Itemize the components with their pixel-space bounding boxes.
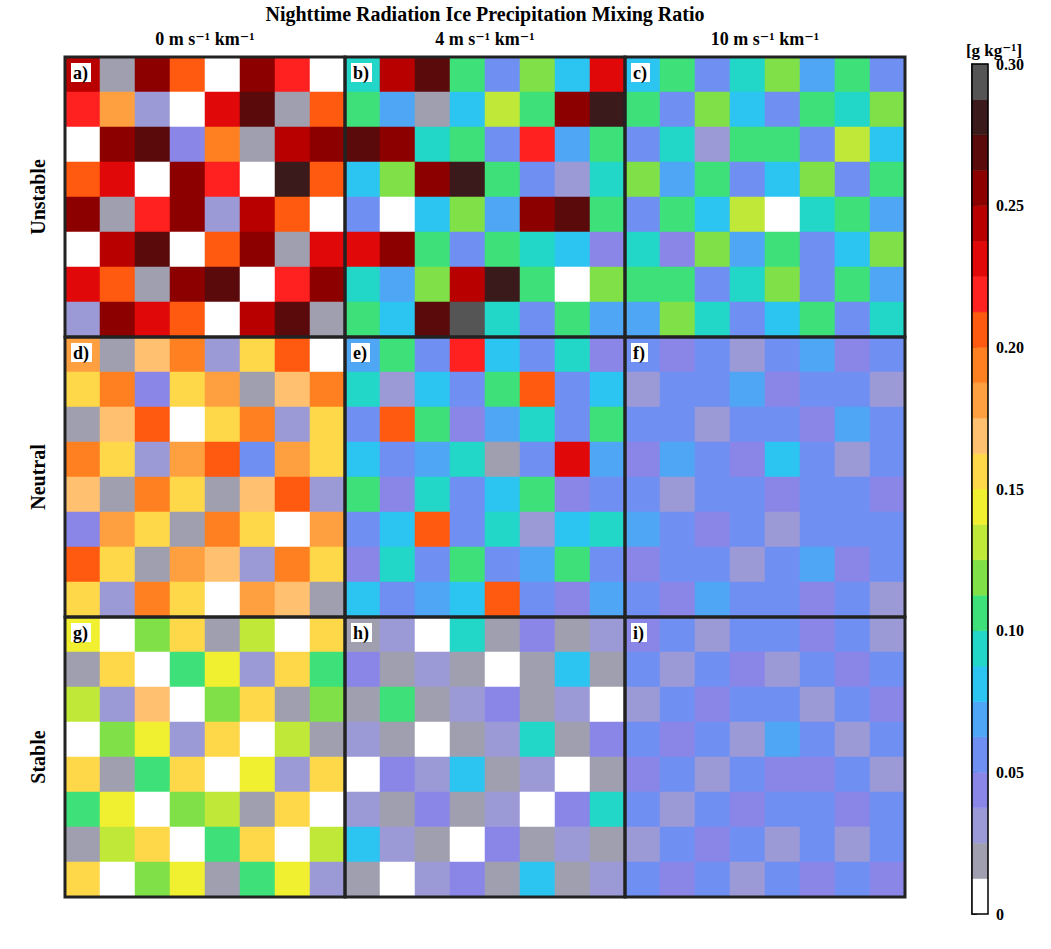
svg-text:Neutral: Neutral <box>27 444 49 510</box>
svg-text:0 m s⁻¹ km⁻¹: 0 m s⁻¹ km⁻¹ <box>155 29 254 49</box>
svg-text:Nighttime Radiation Ice Precip: Nighttime Radiation Ice Precipitation Mi… <box>265 3 704 26</box>
svg-text:0.15: 0.15 <box>996 481 1024 498</box>
svg-text:0.05: 0.05 <box>996 764 1024 781</box>
svg-text:0.25: 0.25 <box>996 197 1024 214</box>
svg-text:0.20: 0.20 <box>996 339 1024 356</box>
svg-text:h): h) <box>353 623 369 644</box>
svg-text:4 m s⁻¹ km⁻¹: 4 m s⁻¹ km⁻¹ <box>435 29 534 49</box>
svg-text:Stable: Stable <box>27 730 49 783</box>
svg-text:0.30: 0.30 <box>996 55 1024 73</box>
svg-text:Unstable: Unstable <box>27 159 49 235</box>
svg-text:[g kg⁻¹]: [g kg⁻¹] <box>966 41 1022 60</box>
svg-text:b): b) <box>353 63 369 84</box>
svg-text:f): f) <box>633 343 645 364</box>
svg-text:i): i) <box>633 623 644 644</box>
svg-text:d): d) <box>73 343 89 364</box>
svg-text:0.10: 0.10 <box>996 622 1024 639</box>
svg-text:e): e) <box>353 343 367 364</box>
svg-text:g): g) <box>73 623 88 644</box>
svg-text:0: 0 <box>996 906 1004 923</box>
svg-text:10 m s⁻¹ km⁻¹: 10 m s⁻¹ km⁻¹ <box>711 29 819 49</box>
svg-text:c): c) <box>633 63 647 84</box>
svg-text:a): a) <box>73 63 88 84</box>
